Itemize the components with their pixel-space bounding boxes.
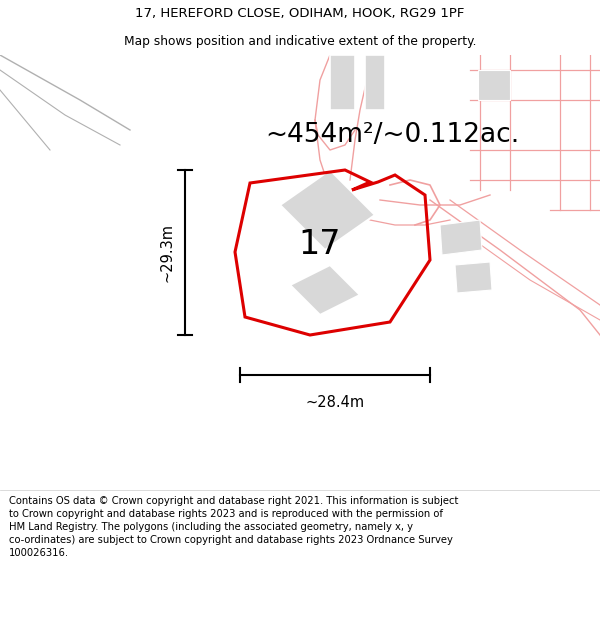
Polygon shape (365, 55, 385, 110)
Polygon shape (280, 170, 375, 250)
Polygon shape (290, 265, 360, 315)
Text: ~28.4m: ~28.4m (305, 395, 365, 410)
Polygon shape (478, 70, 510, 100)
Text: 17: 17 (299, 229, 341, 261)
Polygon shape (330, 55, 355, 110)
Text: ~29.3m: ~29.3m (160, 223, 175, 282)
Text: Contains OS data © Crown copyright and database right 2021. This information is : Contains OS data © Crown copyright and d… (9, 496, 458, 559)
Text: ~454m²/~0.112ac.: ~454m²/~0.112ac. (265, 122, 519, 148)
Text: Map shows position and indicative extent of the property.: Map shows position and indicative extent… (124, 35, 476, 48)
Polygon shape (455, 262, 492, 293)
Polygon shape (440, 220, 482, 255)
Text: 17, HEREFORD CLOSE, ODIHAM, HOOK, RG29 1PF: 17, HEREFORD CLOSE, ODIHAM, HOOK, RG29 1… (136, 8, 464, 20)
